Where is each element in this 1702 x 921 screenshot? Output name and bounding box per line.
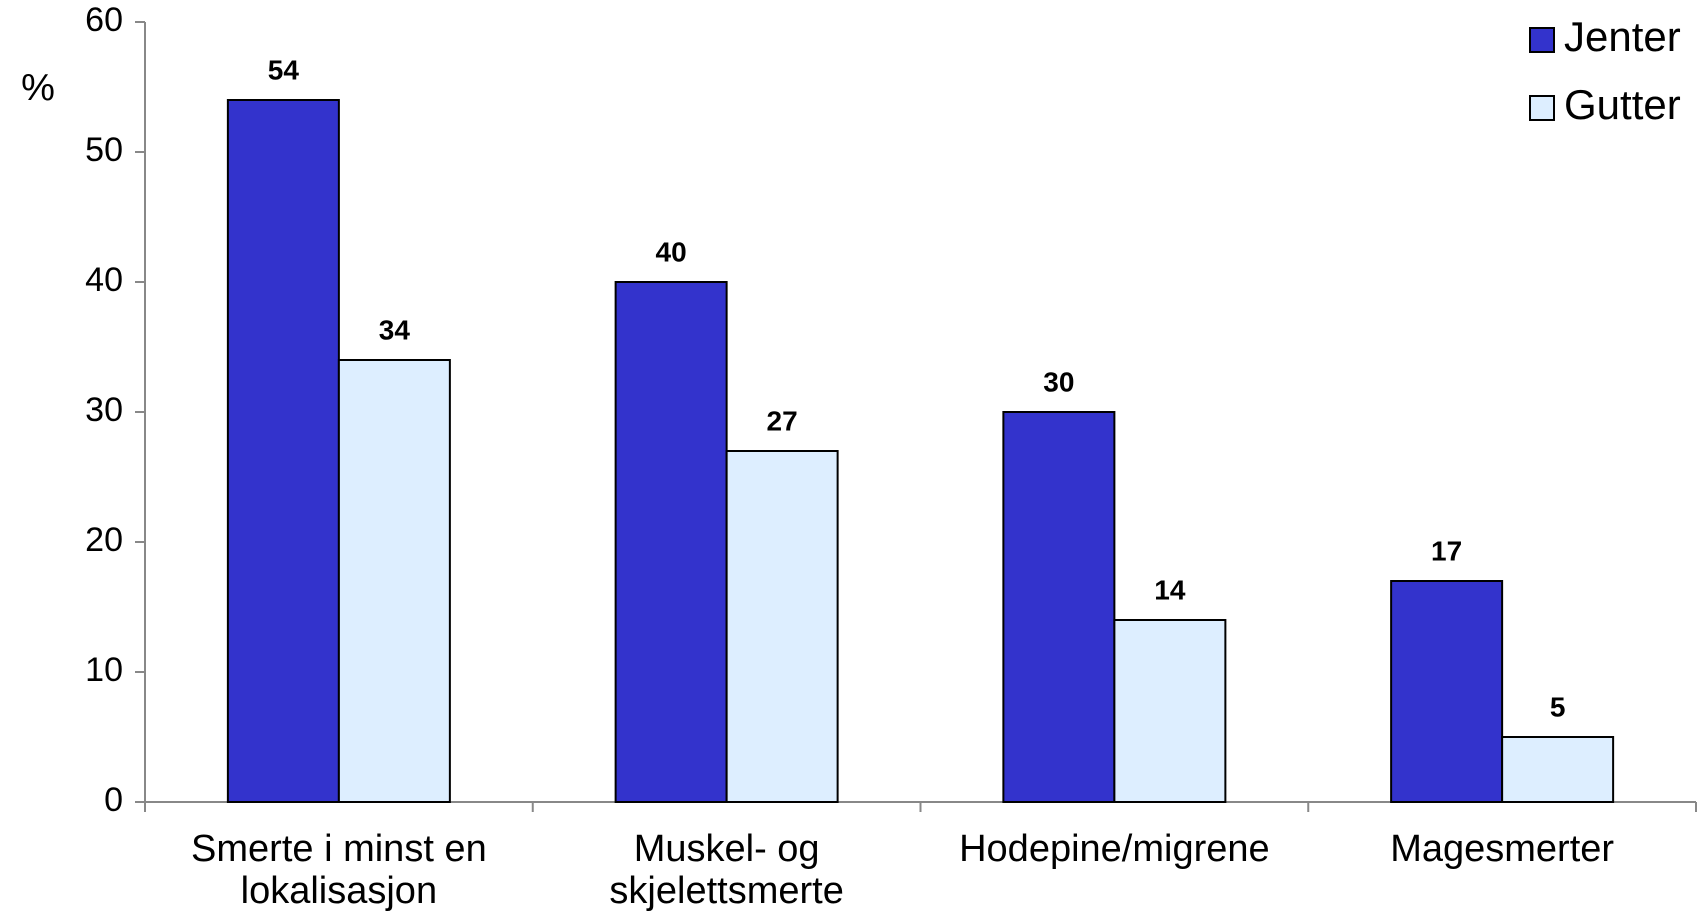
x-tick-label: Smerte i minst en lokalisasjon [191, 828, 487, 912]
bar [614, 281, 728, 803]
y-tick-label: 20 [85, 521, 123, 559]
data-label: 30 [1043, 366, 1074, 397]
data-label: 27 [767, 405, 798, 436]
data-label: 54 [268, 54, 300, 85]
y-tick-label: 30 [85, 391, 123, 429]
data-label: 14 [1154, 574, 1186, 605]
legend-label: Jenter [1564, 13, 1681, 60]
bar [1390, 580, 1504, 803]
y-tick-label: 10 [85, 651, 123, 689]
bar [226, 99, 340, 803]
legend-swatch [1529, 27, 1555, 53]
bar [1501, 736, 1615, 803]
y-tick-label: 50 [85, 131, 123, 169]
y-tick-label: 0 [104, 781, 123, 819]
data-label: 34 [379, 314, 411, 345]
y-axis-label: % [21, 67, 55, 109]
x-tick-label: Magesmerter [1390, 828, 1615, 870]
y-tick-label: 60 [85, 1, 123, 39]
legend-swatch [1529, 95, 1555, 121]
x-tick-label: Muskel- og skjelettsmerte [609, 828, 844, 912]
x-tick-label: Hodepine/migrene [959, 828, 1270, 870]
data-label: 40 [656, 236, 687, 267]
bar [337, 359, 451, 803]
data-label: 5 [1550, 691, 1566, 722]
bar [725, 450, 839, 803]
y-tick-label: 40 [85, 261, 123, 299]
bar [1113, 619, 1227, 803]
legend-label: Gutter [1564, 81, 1681, 128]
bar [1002, 411, 1116, 803]
data-label: 17 [1431, 535, 1462, 566]
